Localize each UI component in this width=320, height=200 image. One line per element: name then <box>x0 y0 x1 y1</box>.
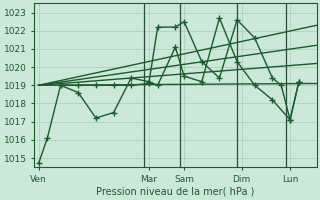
X-axis label: Pression niveau de la mer( hPa ): Pression niveau de la mer( hPa ) <box>96 187 254 197</box>
